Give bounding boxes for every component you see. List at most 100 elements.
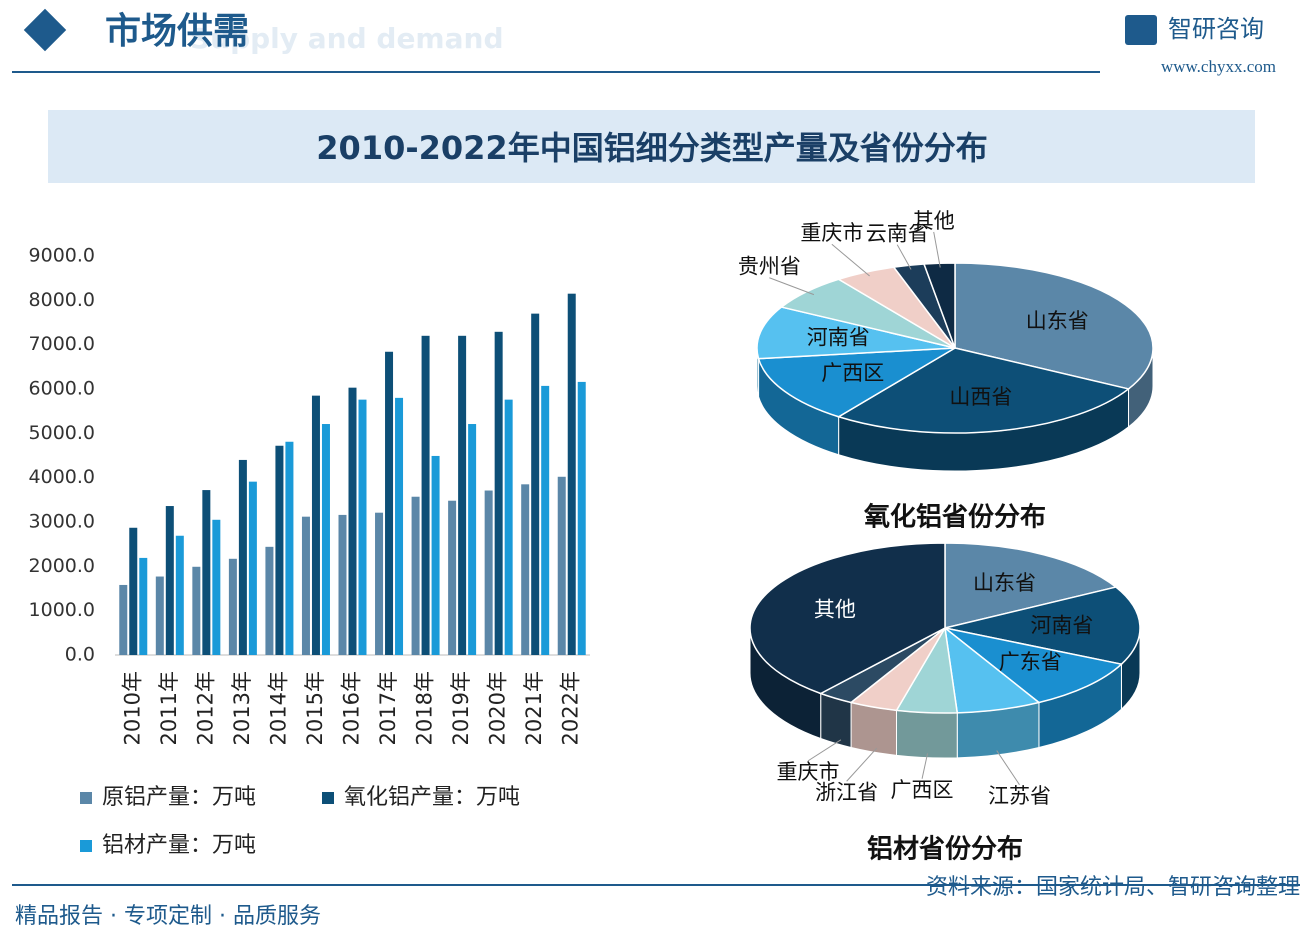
leader-line bbox=[896, 244, 912, 270]
bar bbox=[411, 496, 420, 655]
header-title: 市场供需 bbox=[105, 11, 249, 52]
x-tick-label: 2013年 bbox=[230, 671, 254, 745]
bar bbox=[119, 584, 128, 655]
y-tick-label: 6000.0 bbox=[29, 378, 95, 400]
y-tick-label: 4000.0 bbox=[29, 466, 95, 488]
x-tick-label: 2010年 bbox=[120, 671, 144, 745]
pie-label: 山西省 bbox=[949, 385, 1012, 409]
pie-slice bbox=[944, 627, 1124, 704]
bar bbox=[484, 490, 493, 655]
x-tick-label: 2022年 bbox=[559, 671, 583, 745]
bar bbox=[521, 484, 530, 655]
pie bbox=[749, 542, 1141, 759]
legend-swatch bbox=[80, 792, 92, 804]
x-tick-label: 2015年 bbox=[303, 671, 327, 745]
pie-title: 铝材省份分布 bbox=[867, 835, 1023, 865]
bar bbox=[321, 424, 330, 655]
pie-slice bbox=[757, 347, 956, 418]
x-tick-label: 2016年 bbox=[340, 671, 364, 745]
bar bbox=[228, 558, 237, 655]
bar bbox=[155, 576, 164, 655]
header-subtitle: Supply and demand bbox=[190, 22, 503, 55]
x-tick-label: 2012年 bbox=[193, 671, 217, 745]
bar bbox=[458, 335, 467, 655]
x-tick-label: 2020年 bbox=[486, 671, 510, 745]
legend-label: 铝材产量：万吨 bbox=[102, 833, 256, 858]
bar bbox=[567, 293, 576, 655]
pie-label: 其他 bbox=[814, 598, 856, 622]
legend-swatch bbox=[322, 792, 334, 804]
pie-label: 重庆市 bbox=[800, 221, 863, 245]
title-banner bbox=[48, 110, 1255, 183]
pie-slice bbox=[944, 586, 1141, 666]
bar bbox=[375, 512, 384, 655]
x-tick-label: 2017年 bbox=[376, 671, 400, 745]
bar bbox=[338, 514, 347, 655]
y-tick-label: 0.0 bbox=[65, 644, 95, 666]
bar bbox=[248, 481, 257, 655]
bar bbox=[139, 557, 148, 655]
pie-label: 江苏省 bbox=[988, 784, 1051, 808]
legend-label: 氧化铝产量：万吨 bbox=[344, 785, 520, 810]
bar bbox=[504, 399, 513, 655]
bar bbox=[165, 506, 174, 655]
leader-line bbox=[846, 747, 878, 782]
bar bbox=[358, 399, 367, 655]
leader-line bbox=[807, 739, 842, 762]
x-tick-label: 2021年 bbox=[522, 671, 546, 745]
bar bbox=[494, 331, 503, 655]
pie-label: 广西区 bbox=[891, 778, 954, 802]
pie-label: 其他 bbox=[913, 209, 955, 233]
bar bbox=[468, 424, 477, 655]
bar bbox=[129, 527, 138, 655]
pie bbox=[756, 262, 1154, 472]
leader-line bbox=[996, 750, 1020, 786]
bar bbox=[238, 459, 247, 655]
pie-label: 云南省 bbox=[866, 222, 929, 246]
pie-label: 广东省 bbox=[999, 650, 1062, 674]
pie-slice-side bbox=[896, 709, 958, 759]
pie-slice bbox=[954, 262, 1154, 390]
pie-label: 浙江省 bbox=[815, 780, 878, 804]
bar bbox=[311, 395, 320, 655]
url: www.chyxx.com bbox=[1161, 57, 1276, 76]
bar bbox=[192, 566, 201, 655]
pie-slice bbox=[756, 306, 956, 360]
bar bbox=[265, 546, 274, 655]
leader-line bbox=[933, 231, 941, 268]
bar bbox=[421, 335, 430, 655]
pie-label: 山东省 bbox=[973, 571, 1036, 595]
bar bbox=[285, 441, 294, 655]
bar bbox=[275, 445, 284, 655]
bar bbox=[202, 490, 211, 655]
y-tick-label: 3000.0 bbox=[29, 511, 95, 533]
bar bbox=[348, 387, 357, 655]
bar bbox=[301, 516, 310, 655]
x-tick-label: 2011年 bbox=[157, 671, 181, 745]
x-tick-label: 2018年 bbox=[413, 671, 437, 745]
bar bbox=[175, 535, 184, 655]
bar bbox=[531, 313, 540, 655]
brand: 智研咨询 bbox=[1168, 15, 1264, 43]
y-tick-label: 5000.0 bbox=[29, 422, 95, 444]
pie-slice bbox=[836, 347, 1131, 434]
pie-slice-side bbox=[850, 701, 898, 756]
bar bbox=[577, 381, 586, 655]
leader-line bbox=[769, 277, 815, 296]
bar bbox=[541, 385, 550, 655]
pie-label: 河南省 bbox=[1030, 613, 1093, 637]
leader-line bbox=[831, 243, 870, 277]
leader-line bbox=[921, 753, 929, 779]
pie-label: 贵州省 bbox=[738, 255, 801, 279]
pie-slice bbox=[749, 542, 946, 695]
pie-title: 氧化铝省份分布 bbox=[863, 503, 1046, 533]
bar bbox=[395, 397, 404, 655]
bar bbox=[431, 455, 440, 655]
bar bbox=[557, 476, 566, 655]
y-tick-label: 7000.0 bbox=[29, 333, 95, 355]
y-tick-label: 9000.0 bbox=[29, 245, 95, 267]
pie-label: 山东省 bbox=[1026, 309, 1089, 333]
logo-icon bbox=[1125, 15, 1157, 45]
footer-source: 资料来源：国家统计局、智研咨询整理 bbox=[926, 875, 1300, 900]
